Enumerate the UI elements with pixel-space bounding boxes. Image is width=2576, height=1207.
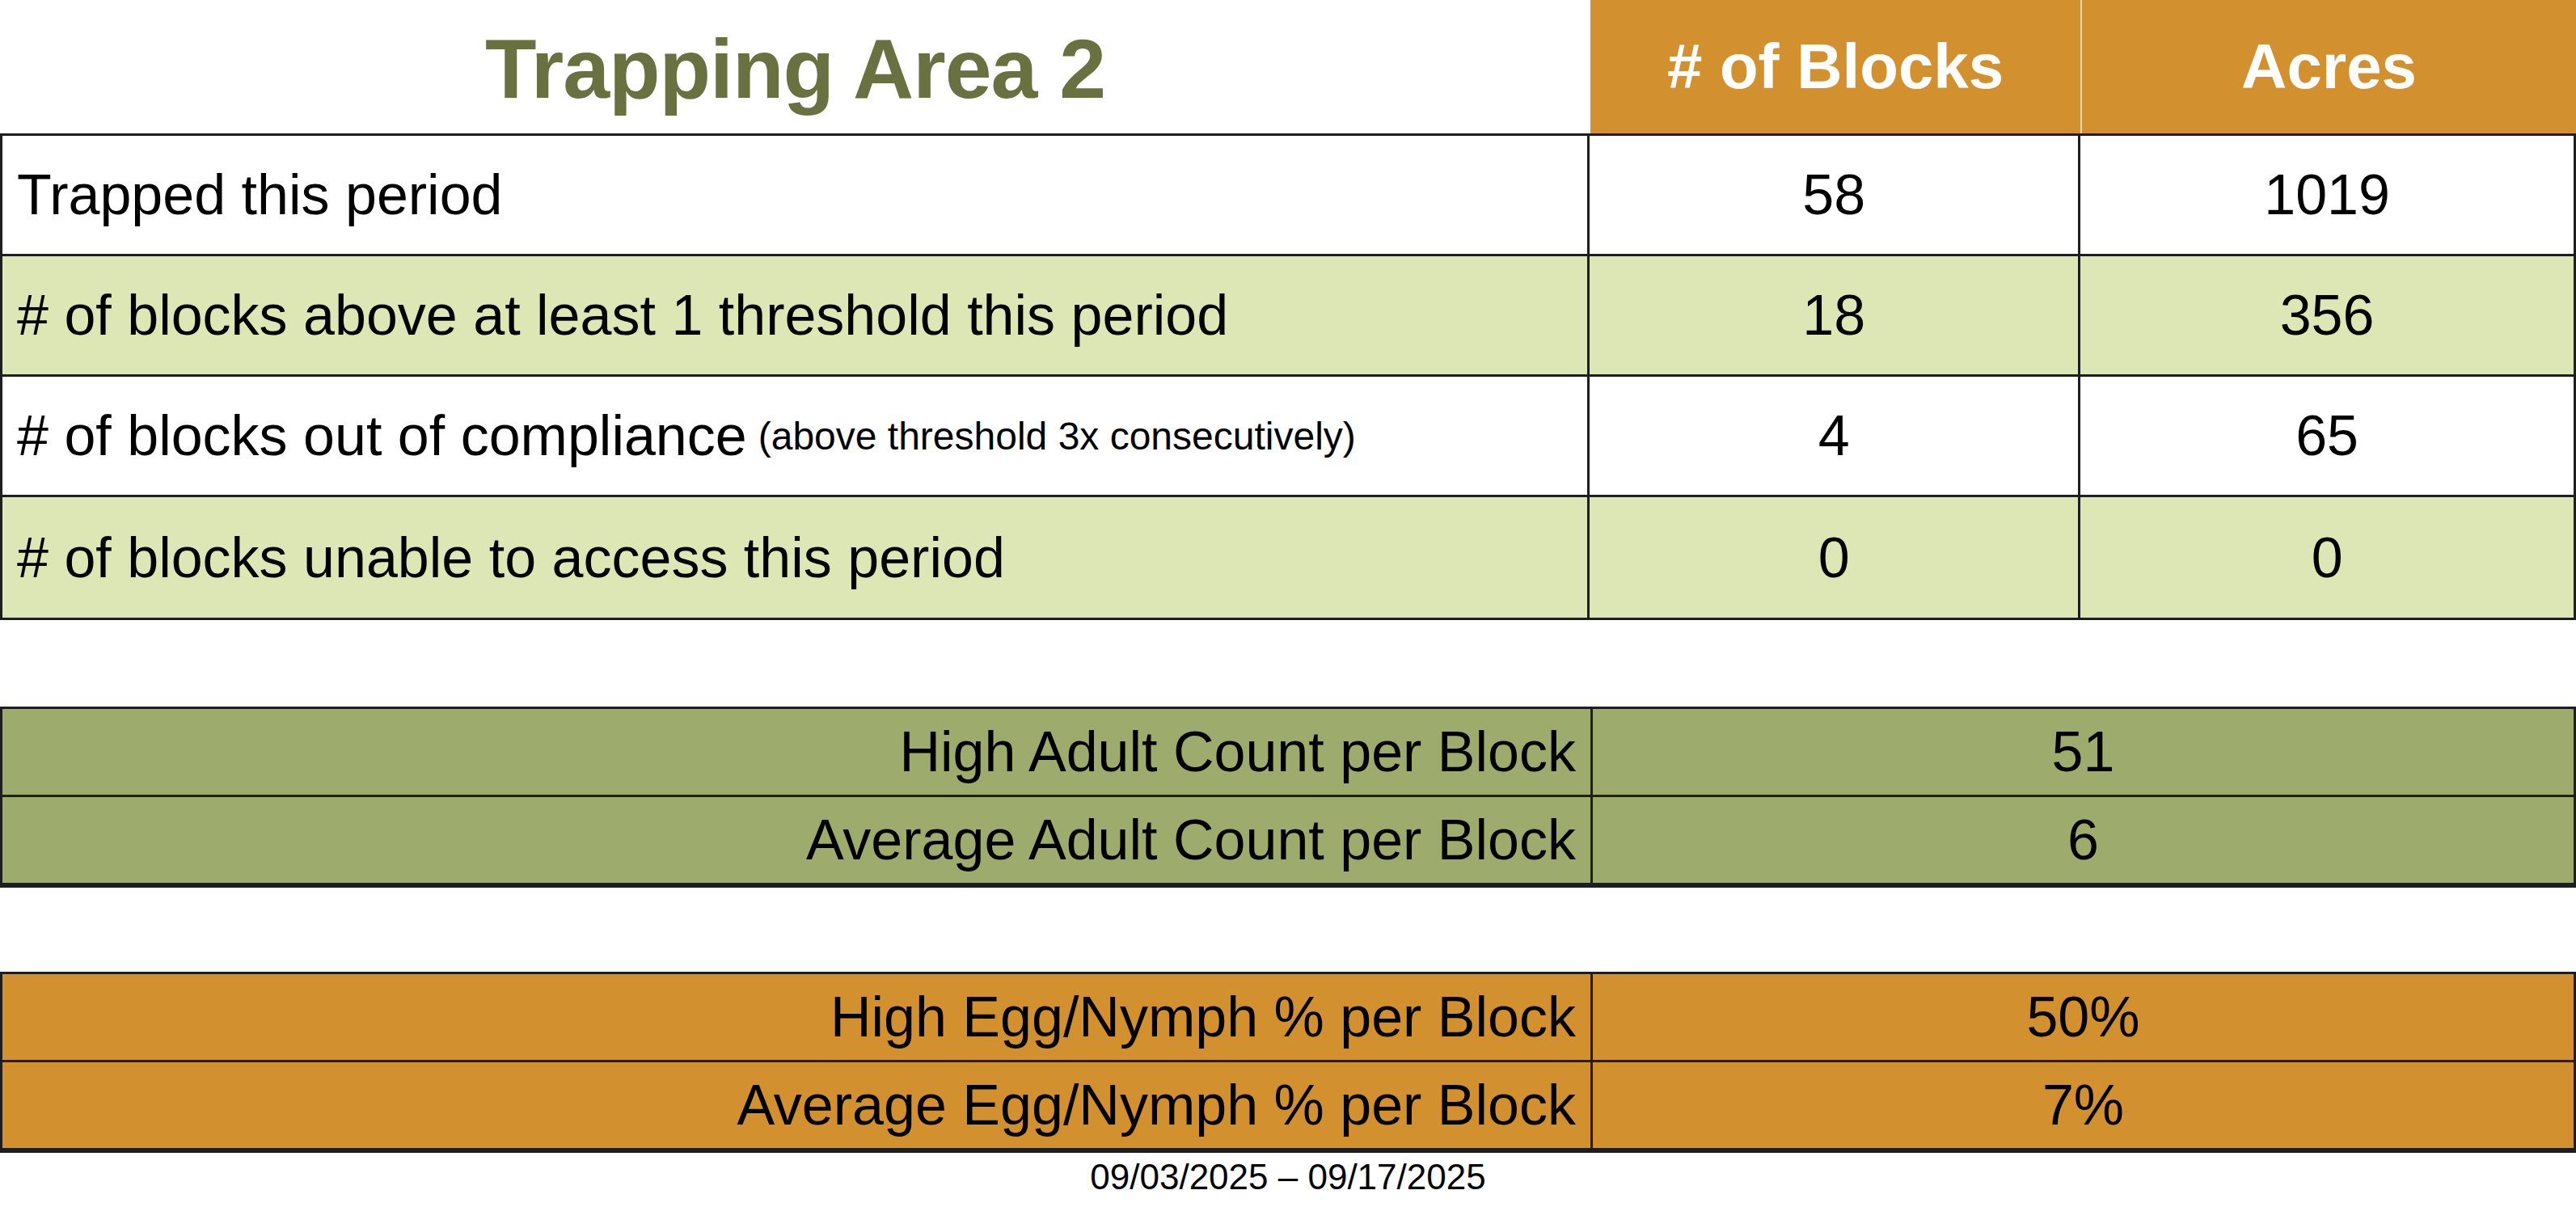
row-label-text: # of blocks unable to access this period	[17, 525, 1005, 590]
acres-value: 1019	[2080, 136, 2574, 254]
row-label: High Egg/Nymph % per Block	[2, 974, 1593, 1060]
blocks-value: 58	[1590, 136, 2080, 254]
column-header-acres: Acres	[2082, 0, 2576, 133]
acres-value: 356	[2080, 256, 2574, 374]
row-label: # of blocks out of compliance (above thr…	[2, 377, 1590, 495]
row-value: 51	[1593, 709, 2574, 795]
row-label-text: # of blocks above at least 1 threshold t…	[17, 283, 1228, 348]
row-label-text: Trapped this period	[17, 162, 503, 227]
row-label-note: (above threshold 3x consecutively)	[758, 414, 1356, 458]
summary-table: Trapped this period 58 1019 # of blocks …	[0, 133, 2576, 620]
table-row: Average Adult Count per Block 6	[2, 797, 2574, 885]
adult-count-table: High Adult Count per Block 51 Average Ad…	[0, 707, 2576, 888]
report-page: Trapping Area 2 # of Blocks Acres Trappe…	[0, 0, 2576, 1207]
row-value: 7%	[1593, 1062, 2574, 1148]
row-label: # of blocks above at least 1 threshold t…	[2, 256, 1590, 374]
row-label: Average Egg/Nymph % per Block	[2, 1062, 1593, 1148]
row-label-text: # of blocks out of compliance	[17, 403, 747, 468]
table-row: Average Egg/Nymph % per Block 7%	[2, 1062, 2574, 1150]
page-title: Trapping Area 2	[0, 5, 1590, 133]
table-row: # of blocks unable to access this period…	[2, 497, 2574, 618]
table-row: # of blocks out of compliance (above thr…	[2, 377, 2574, 497]
table-row: High Adult Count per Block 51	[2, 709, 2574, 797]
egg-nymph-table: High Egg/Nymph % per Block 50% Average E…	[0, 972, 2576, 1153]
row-label: # of blocks unable to access this period	[2, 497, 1590, 618]
date-range: 09/03/2025 – 09/17/2025	[0, 1157, 2576, 1197]
table-row: High Egg/Nymph % per Block 50%	[2, 974, 2574, 1062]
row-label: Average Adult Count per Block	[2, 797, 1593, 883]
blocks-value: 0	[1590, 497, 2080, 618]
table-row: Trapped this period 58 1019	[2, 136, 2574, 256]
blocks-value: 4	[1590, 377, 2080, 495]
acres-value: 65	[2080, 377, 2574, 495]
acres-value: 0	[2080, 497, 2574, 618]
row-value: 6	[1593, 797, 2574, 883]
table-row: # of blocks above at least 1 threshold t…	[2, 256, 2574, 377]
row-value: 50%	[1593, 974, 2574, 1060]
row-label: High Adult Count per Block	[2, 709, 1593, 795]
blocks-value: 18	[1590, 256, 2080, 374]
row-label: Trapped this period	[2, 136, 1590, 254]
column-header-blocks: # of Blocks	[1590, 0, 2082, 133]
